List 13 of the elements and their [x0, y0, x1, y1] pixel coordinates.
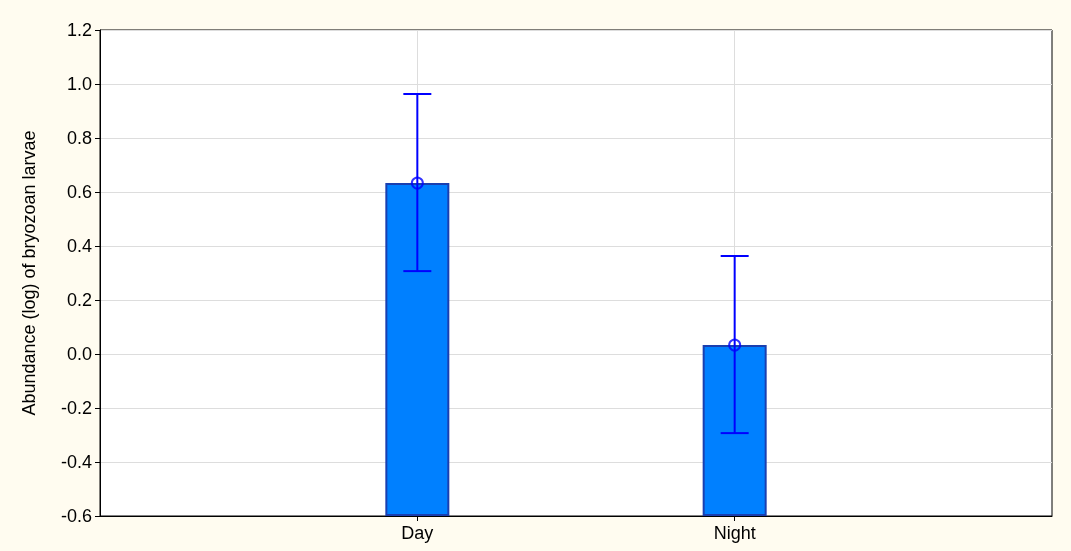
y-axis-title: Abundance (log) of bryozoan larvae	[19, 130, 39, 416]
x-tick-label: Day	[401, 523, 434, 543]
y-tick-label: 0.4	[66, 236, 92, 256]
y-tick-label: 0.2	[66, 290, 92, 310]
y-tick-label: 0.0	[66, 344, 92, 364]
x-tick-label: Night	[713, 523, 756, 543]
y-tick-label: 0.8	[66, 128, 92, 148]
y-tick-label: -0.2	[60, 398, 92, 418]
y-tick-label: 1.0	[66, 74, 92, 94]
y-tick-label: -0.6	[60, 506, 92, 526]
y-tick-label: 1.2	[66, 20, 92, 40]
y-tick-label: 0.6	[66, 182, 92, 202]
y-tick-label: -0.4	[60, 452, 92, 472]
